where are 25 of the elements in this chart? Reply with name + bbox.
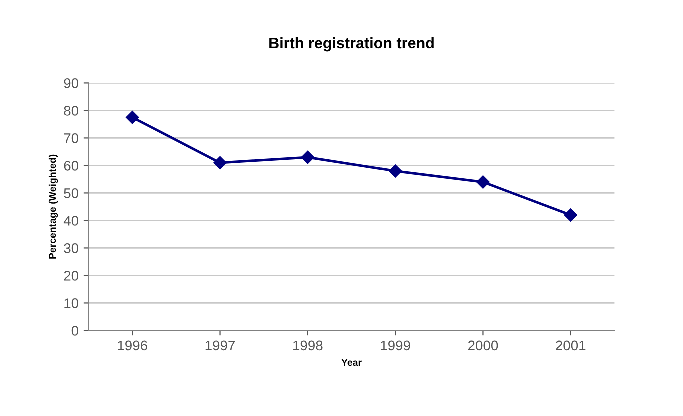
y-tick-label: 10 [64,298,79,308]
x-tick-label: 2000 [468,340,498,351]
point [301,150,315,164]
y-tick-label: 20 [64,271,79,281]
chart-title: Birth registration trend [270,37,434,52]
point [214,156,227,170]
y-tick-label: 70 [64,134,79,144]
y-tick-label: 50 [64,188,79,198]
point [388,164,402,178]
y-tick-label: 0 [72,326,79,336]
y-axis-title: Percentage (Weighted) [48,154,58,259]
point [126,110,140,124]
x-tick-label: 1997 [206,340,236,351]
y-tick-label: 80 [64,106,79,116]
y-tick-label: 60 [64,161,79,171]
x-tick-label: 1996 [118,340,148,351]
y-tick-label: 90 [64,78,79,88]
x-axis-title: Year [342,359,362,366]
point [564,208,578,222]
x-tick-label: 1998 [294,340,323,351]
x-tick-label: 1999 [381,340,410,351]
y-tick-label: 30 [64,244,79,254]
x-tick-label: 2001 [556,340,586,351]
y-tick-label: 40 [64,216,79,226]
point [476,176,490,189]
